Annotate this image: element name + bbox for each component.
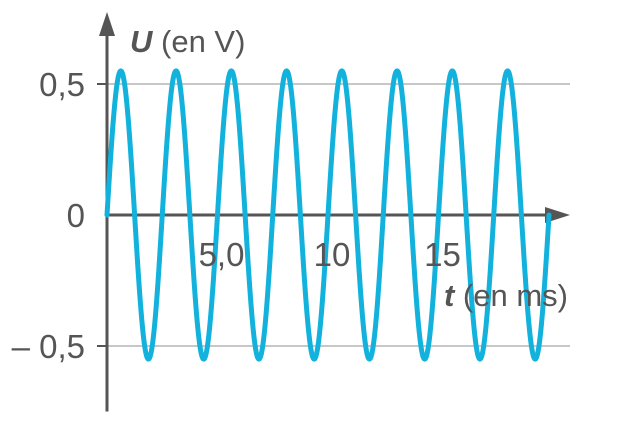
x-axis-symbol: t — [444, 278, 456, 313]
plot-area — [104, 68, 552, 362]
y-tick-label-1: 0 — [67, 197, 85, 234]
axes — [97, 12, 570, 412]
x-tick-label-1: 10 — [314, 236, 351, 273]
y-axis-label: U (en V) — [130, 24, 245, 59]
y-axis-symbol: U — [130, 24, 154, 59]
y-axis-unit: (en V) — [152, 24, 245, 59]
x-tick-label-2: 15 — [424, 236, 461, 273]
x-tick-label-0: 5,0 — [199, 236, 245, 273]
x-axis-label: t (en ms) — [444, 278, 568, 313]
labels: 5,0 10 15 0,5 0 – 0,5 U (en V) t (en ms) — [12, 24, 568, 365]
x-axis-unit: (en ms) — [454, 278, 568, 313]
y-tick-label-0: 0,5 — [39, 66, 85, 103]
y-axis-arrow — [99, 12, 115, 36]
voltage-curve — [104, 68, 552, 362]
y-tick-label-2: – 0,5 — [12, 328, 85, 365]
